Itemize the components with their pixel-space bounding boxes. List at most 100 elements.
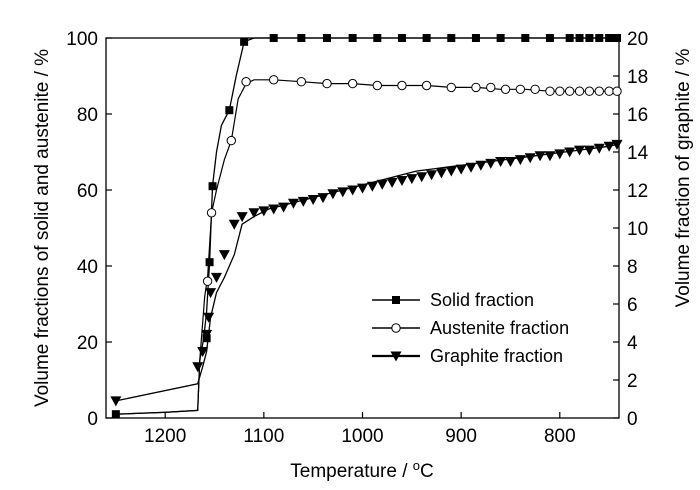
solid-fraction-point [111,410,120,419]
y-left-tick-label: 80 [77,105,98,126]
solid-fraction-point [447,34,456,42]
y-axis-left-title: Volume fractions of solid and austenite … [32,49,53,407]
solid-fraction-point [496,34,505,42]
austenite-fraction-point [486,82,496,93]
legend-label: Austenite fraction [430,318,569,338]
graphite-fraction-point [236,212,248,223]
austenite-fraction-point [515,84,526,95]
solid-fraction-point [575,34,584,42]
graphite-fraction-point [327,189,339,200]
austenite-fraction-point [584,86,595,96]
graphite-fraction-point [455,164,467,175]
solid-fraction-point [397,34,406,42]
graphite-fraction-point [416,172,428,183]
x-axis-title: Temperature / oC [290,458,433,482]
solid-fraction-point [240,37,249,46]
austenite-fraction-point [206,208,217,218]
graphite-fraction-point [376,179,388,190]
solid-fraction-point [269,34,278,42]
ticks-layer: 1200 1100 1000 900 8000204060801000246810121… [66,29,648,447]
graphite-fraction-point [287,198,299,209]
austenite-fraction-point [347,78,358,89]
austenite-fraction-point [322,78,332,89]
austenite-fraction-point [241,77,251,87]
solid-fraction-point [605,34,614,42]
graphite-fraction-point [317,193,329,204]
solid-fraction-point [595,34,604,42]
graphite-fraction-point [268,204,280,215]
austenite-fraction-point [269,75,279,85]
graphite-fraction-point [210,272,222,283]
graphite-fraction-point [228,219,240,230]
graphite-fraction-point [603,141,615,152]
graphite-fraction-point [564,147,576,158]
austenite-fraction-point [564,86,575,96]
solid-fraction-point [471,34,480,42]
graphite-fraction-point [534,151,546,162]
y-right-tick-label: 20 [627,29,648,50]
graphite-fraction-point [366,181,378,192]
austenite-fraction-point [612,86,622,96]
graphite-fraction-point [307,195,319,205]
x-tick-label: 800 [544,426,576,447]
austenite-fraction-point [296,77,307,87]
graphite-fraction-point [495,157,507,167]
solid-fraction-point [585,34,594,42]
graphite-fraction-point [192,362,204,373]
legend-item-graphite-fraction: Graphite fraction [372,346,563,366]
y-right-tick-label: 6 [627,295,638,316]
graphite-fraction-point [445,166,457,177]
austenite-fraction-point [574,86,585,96]
graphite-fraction-point [593,143,605,154]
graphite-fraction-point [611,139,623,150]
series-layer [110,34,623,419]
x-tick-label: 1200 [144,426,186,447]
graphite-fraction-point [504,157,516,167]
y-right-tick-label: 4 [627,333,638,354]
solid-fraction-point [521,34,530,42]
solid-fraction-point [422,34,431,42]
y-axis-right-title: Volume fraction of graphite / % [673,49,694,308]
graphite-fraction-point [514,155,526,166]
graphite-fraction-point [337,187,349,198]
y-right-tick-label: 10 [627,219,648,240]
y-left-tick-label: 60 [77,181,98,202]
austenite-fraction-point [397,80,407,91]
austenite-fraction-point [530,84,540,95]
solid-fraction-point [208,182,217,191]
austenite-fraction-point [471,82,481,93]
y-right-tick-label: 14 [627,143,649,164]
y-left-tick-label: 40 [77,257,98,278]
legend: Solid fraction Austenite fraction Graphite… [372,290,569,366]
y-right-tick-label: 2 [627,371,638,392]
y-right-tick-label: 12 [627,181,648,202]
graphite-fraction-point [297,196,309,207]
solid-fraction-point [322,34,331,42]
graphite-fraction-series [110,139,623,407]
x-tick-label: 1000 [341,426,383,447]
graphite-fraction-point [475,160,487,171]
graphite-fraction-point [386,177,398,188]
graphite-fraction-point [583,145,595,156]
solid-fraction-point [225,106,234,115]
legend-marker-solid-fraction [392,296,400,304]
graphite-fraction-point [197,347,209,357]
solid-fraction-point [205,258,214,267]
y-right-tick-label: 16 [627,105,648,126]
graphite-fraction-point [544,151,556,162]
legend-item-solid-fraction: Solid fraction [372,290,534,310]
austenite-fraction-point [555,86,565,96]
graphite-fraction-point [465,162,477,173]
austenite-fraction-series [115,75,622,415]
legend-label: Graphite fraction [430,346,563,366]
y-left-tick-label: 0 [87,409,98,430]
austenite-fraction-point [372,80,382,91]
solid-fraction-point [373,34,382,42]
graphite-fraction-point [426,170,438,181]
graphite-fraction-point [574,145,586,156]
austenite-fraction-point [226,135,236,146]
graphite-fraction-point [396,176,408,186]
graphite-fraction-point [435,168,447,179]
austenite-fraction-point [421,80,432,91]
solid-fraction-line [115,37,617,415]
